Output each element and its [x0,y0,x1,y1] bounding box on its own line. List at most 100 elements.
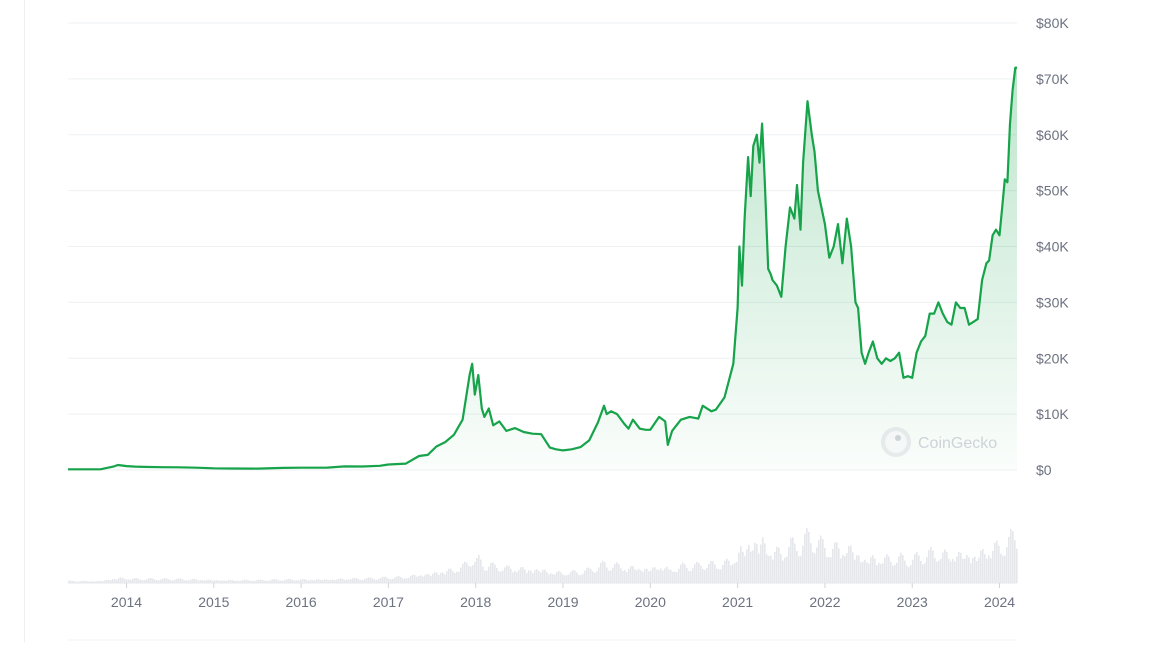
volume-bar [804,533,806,583]
volume-bar [388,578,390,583]
volume-bar [332,579,334,583]
volume-bar [400,577,402,583]
volume-bar [758,553,760,583]
volume-bar [182,579,184,583]
volume-bar [142,580,144,583]
x-tick-label: 2017 [373,594,404,610]
volume-bar [924,563,926,583]
volume-bar [834,542,836,583]
volume-bar [476,558,478,583]
volume-bar [416,576,418,583]
volume-bar [558,571,560,583]
volume-bar [110,580,112,583]
volume-bar [764,543,766,583]
volume-bar [672,571,674,583]
volume-bar [524,569,526,583]
volume-bar [144,580,146,583]
volume-bar [948,558,950,583]
x-tick-label: 2020 [635,594,666,610]
volume-bar [892,565,894,583]
volume-bar [308,580,310,583]
volume-bar [264,580,266,583]
volume-bar [184,580,186,583]
volume-bar [722,565,724,583]
volume-bar [788,547,790,583]
volume-bar [122,577,124,583]
volume-bar [702,568,704,583]
volume-bar [742,551,744,583]
volume-bar [402,578,404,583]
volume-bar [380,577,382,583]
volume-bar [632,565,634,583]
volume-bar [252,581,254,583]
volume-bar [692,568,694,583]
volume-bar [826,557,828,583]
volume-bar [176,578,178,583]
volume-bar [856,555,858,583]
volume-bar [188,580,190,583]
volume-bar [1006,547,1008,583]
volume-bar [1010,529,1012,583]
volume-bar [938,560,940,583]
volume-bar [610,570,612,583]
volume-bar [212,580,214,583]
volume-bar [310,579,312,583]
volume-bar [166,578,168,583]
volume-bar [914,554,916,583]
volume-bar [598,567,600,583]
volume-bar [824,548,826,583]
volume-bar [136,578,138,583]
volume-bar [852,552,854,583]
volume-bar [162,578,164,583]
volume-bar [698,562,700,583]
volume-bar [784,557,786,583]
volume-bar [382,576,384,583]
x-tick-label: 2022 [809,594,840,610]
x-tick-label: 2024 [984,594,1015,610]
volume-bar [1016,548,1018,583]
volume-bar [734,563,736,583]
volume-bar [156,580,158,583]
volume-bar [762,537,764,583]
volume-bar [724,560,726,583]
volume-bar [870,557,872,583]
volume-bar [832,549,834,583]
volume-bar [658,569,660,583]
volume-bar [908,567,910,583]
volume-bar [448,568,450,583]
volume-bar [190,579,192,583]
volume-bar [670,569,672,583]
volume-bar [334,580,336,583]
volume-bar [860,562,862,583]
volume-bar [180,578,182,583]
volume-bar [748,544,750,583]
volume-bar [786,556,788,583]
volume-bar [272,579,274,583]
volume-bar [78,581,80,583]
volume-bar [420,575,422,583]
volume-bar [320,580,322,583]
volume-bar [582,573,584,583]
volume-bar [372,578,374,583]
volume-bar [106,579,108,583]
volume-bar [464,561,466,583]
y-tick-label: $0 [1036,462,1052,478]
volume-bar [250,581,252,583]
volume-bar [146,579,148,583]
volume-bar [102,581,104,583]
volume-bar [668,569,670,583]
volume-bar [968,557,970,583]
volume-bar [730,565,732,583]
volume-bar [86,581,88,583]
volume-bar [580,575,582,583]
volume-bar [280,580,282,583]
volume-bar [904,560,906,583]
volume-bar [302,579,304,583]
volume-bar [974,556,976,583]
volume-bar [94,581,96,583]
volume-bar [920,561,922,583]
volume-bar [254,580,256,583]
volume-bar [90,581,92,583]
volume-bar [568,574,570,583]
volume-bar [858,555,860,583]
